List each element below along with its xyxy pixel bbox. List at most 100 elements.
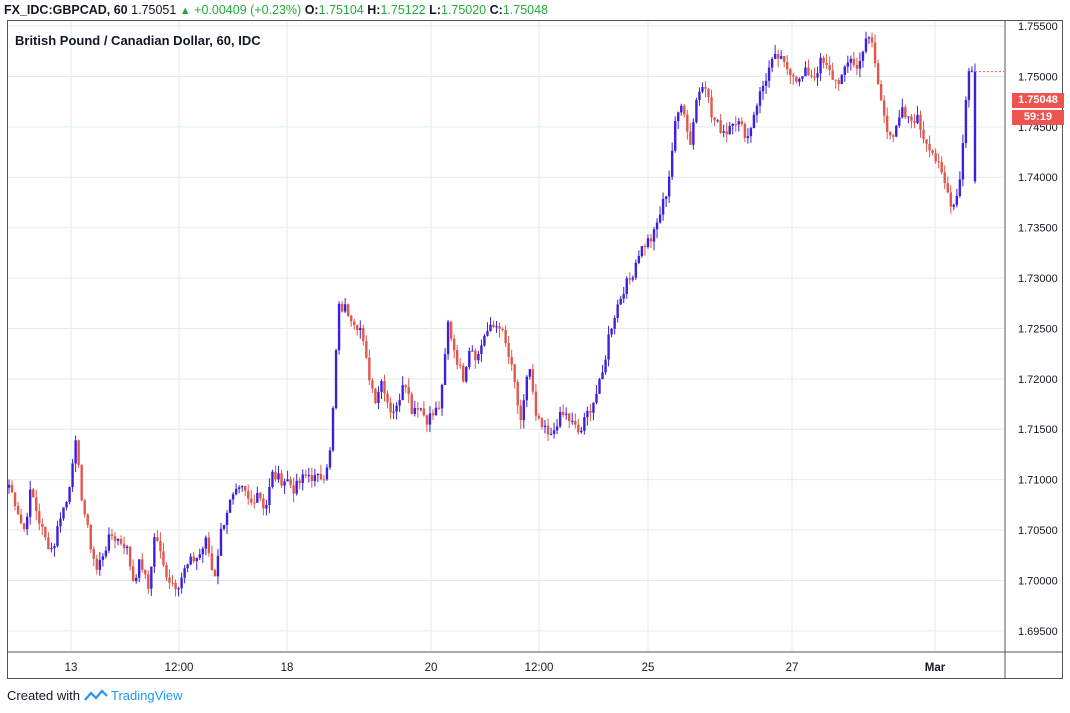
tradingview-link[interactable]: TradingView [84, 688, 183, 703]
candle [683, 104, 686, 118]
candle [598, 378, 601, 394]
candle [216, 549, 220, 585]
candle-body [683, 105, 686, 115]
candle-body [598, 379, 601, 394]
candle [864, 31, 868, 54]
candle [622, 286, 625, 304]
candle [843, 65, 846, 82]
candle [407, 378, 410, 404]
candle [62, 507, 65, 521]
candle-body [613, 317, 616, 329]
candle [516, 379, 519, 414]
candle-body [195, 557, 198, 562]
candle [834, 79, 837, 89]
chart-frame[interactable] [7, 20, 1063, 679]
candle-body [38, 511, 41, 524]
candle [153, 533, 156, 573]
candle [156, 530, 159, 542]
candle-body [725, 131, 728, 135]
candle [549, 427, 553, 436]
candle-body [537, 415, 541, 419]
candle [840, 74, 843, 85]
candle-body [580, 430, 583, 433]
candle-body [595, 393, 598, 403]
candle [949, 185, 952, 214]
candle [225, 510, 229, 534]
candle-body [761, 85, 765, 92]
x-tick-label: 20 [425, 662, 438, 674]
candle-body [698, 91, 701, 100]
candle [758, 87, 762, 114]
candle-body [773, 53, 777, 59]
candle [749, 126, 753, 143]
candle [44, 526, 47, 541]
candle-body [519, 405, 522, 421]
candle-body [295, 480, 298, 494]
candle [776, 49, 780, 68]
candle-body [452, 338, 456, 351]
candle [192, 551, 195, 564]
candle [319, 464, 323, 481]
candle [561, 404, 565, 418]
symbol-label: FX_IDC:GBPCAD, 60 [4, 3, 128, 17]
candle [510, 349, 513, 371]
candle [425, 414, 429, 433]
candle-body [32, 489, 35, 498]
y-tick-label: 1.71500 [1018, 424, 1058, 436]
candle [180, 572, 183, 594]
candle [867, 36, 871, 44]
candle-body [961, 143, 965, 180]
candle [119, 535, 123, 546]
candle-body [504, 329, 507, 344]
candle-body [758, 91, 762, 106]
candle [519, 399, 522, 429]
candle [798, 77, 801, 87]
candle-body [722, 131, 725, 133]
candle [495, 321, 498, 333]
candle-body [74, 440, 77, 464]
candle [247, 484, 250, 505]
candle [316, 473, 320, 483]
candle [77, 439, 80, 469]
candle [937, 153, 940, 169]
open-label: O: [304, 3, 319, 17]
candle-body [649, 238, 653, 242]
candle [919, 110, 922, 138]
candle [661, 192, 665, 221]
candle-body [310, 475, 314, 482]
candle-body [301, 474, 304, 483]
candle-body [443, 354, 447, 385]
candle [138, 559, 141, 582]
candle-body [934, 152, 937, 162]
candle-body [564, 413, 568, 415]
candle-body [401, 385, 404, 401]
candle [901, 98, 904, 119]
candle-body [428, 413, 432, 425]
candle [307, 467, 310, 483]
candle [383, 374, 386, 402]
candle [631, 275, 635, 282]
candle [731, 123, 734, 135]
candle-body [398, 400, 401, 406]
candle [568, 412, 571, 429]
candle-body [256, 492, 259, 503]
candle-body [465, 367, 468, 382]
candle-body [543, 425, 547, 427]
candle [374, 388, 377, 405]
candle [210, 545, 214, 571]
candle [958, 171, 962, 198]
y-tick-label: 1.74000 [1018, 172, 1058, 184]
candle-body [876, 63, 880, 85]
candle [35, 489, 38, 521]
candle [128, 545, 132, 571]
candle [604, 355, 607, 375]
candle [331, 405, 335, 452]
candle [649, 233, 653, 249]
candle-body [689, 131, 692, 145]
candle [607, 325, 610, 367]
candle [767, 60, 771, 88]
candle-body [879, 84, 883, 101]
candle [304, 469, 307, 479]
candle-body [946, 183, 949, 193]
